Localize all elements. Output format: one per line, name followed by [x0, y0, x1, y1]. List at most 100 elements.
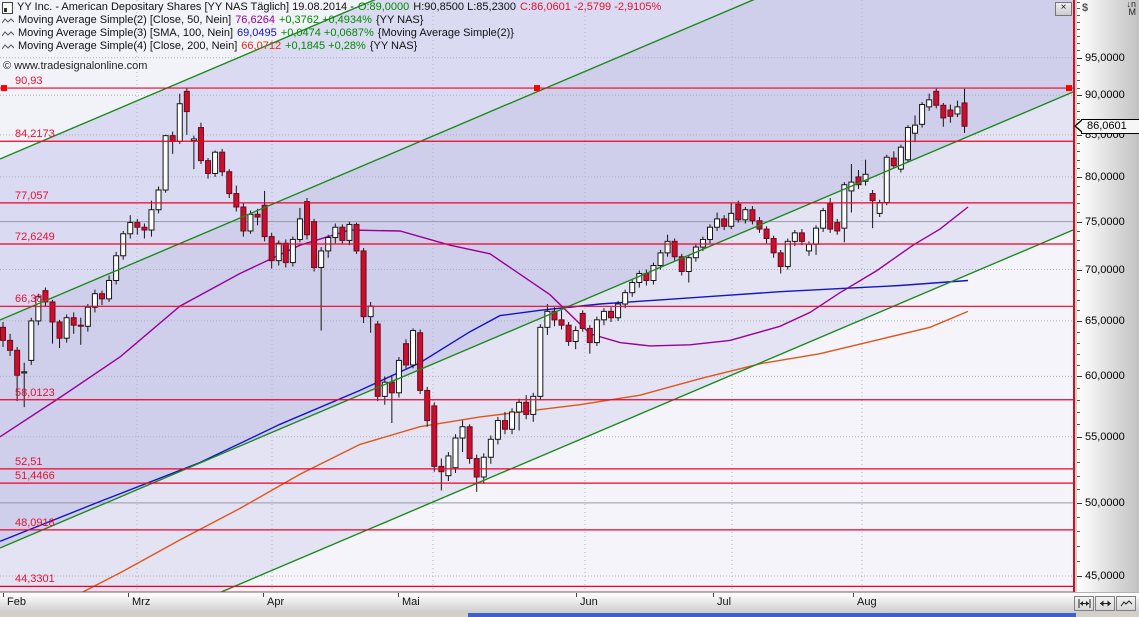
close-icon: × — [1060, 2, 1067, 13]
y-axis-minor-tick — [1077, 15, 1080, 17]
x-zoom-out-button[interactable] — [1095, 596, 1115, 611]
candle-up — [381, 381, 388, 397]
candle-down — [282, 242, 289, 264]
curve-tool-button[interactable] — [1116, 596, 1136, 611]
candle-up — [190, 138, 197, 142]
trend-channel-line[interactable] — [0, 0, 1073, 160]
candle-down — [56, 321, 63, 339]
candle-down — [240, 206, 247, 232]
ma100-line[interactable] — [0, 279, 969, 543]
price-axis[interactable]: $ 95,0000 90,0000 85,0000 80,0000 75,0000 70,… — [1077, 0, 1139, 593]
candle-down — [219, 151, 226, 173]
legend-label: Moving Average Simple(3) [SMA, 100, Nein… — [18, 27, 234, 39]
ohlc-high-low: H:90,8500 L:85,2300 — [413, 1, 517, 13]
level-label: 84,2173 — [15, 128, 55, 141]
y-axis-minor-tick — [1077, 203, 1080, 205]
level-handle[interactable] — [1, 85, 7, 92]
level-handle[interactable] — [1066, 85, 1072, 92]
trend-channel-line[interactable] — [0, 91, 1073, 549]
candle-up — [615, 303, 622, 319]
candle-up — [296, 218, 303, 240]
y-axis-tick — [1077, 502, 1082, 504]
candle-down — [183, 90, 190, 113]
y-axis-minor-tick — [1077, 151, 1080, 153]
candle-down — [261, 204, 268, 238]
y-axis-tick — [1077, 57, 1082, 59]
last-price-marker: 86,0601 — [1074, 119, 1139, 135]
y-axis-minor-tick — [1077, 87, 1080, 89]
candle-down — [402, 343, 409, 366]
candle-down — [304, 201, 311, 236]
candle-up — [28, 320, 35, 361]
candle-up — [919, 104, 926, 125]
arrow-bars-icon — [1078, 599, 1090, 608]
candle-up — [572, 330, 579, 342]
candle-up — [113, 255, 120, 281]
time-axis[interactable]: Feb Mrz Apr Mai Jun Jul Aug — [0, 592, 1139, 613]
legend-row[interactable]: Moving Average Simple(3) [SMA, 100, Nein… — [2, 27, 514, 40]
y-axis-minor-tick — [1077, 212, 1080, 214]
candle-down — [98, 293, 105, 300]
candle-down — [14, 349, 21, 376]
candle-down — [827, 202, 834, 230]
legend-scope: {YY NAS} — [369, 40, 418, 52]
candle-up — [509, 411, 516, 430]
y-axis-minor-tick — [1077, 118, 1080, 120]
candle-up — [699, 238, 706, 248]
candle-up — [926, 99, 933, 108]
candle-up — [685, 257, 692, 272]
candle-up — [629, 282, 636, 294]
y-axis-minor-tick — [1077, 310, 1080, 312]
axis-scale-icon[interactable]: ↓n M — [1122, 0, 1136, 17]
y-axis-minor-tick — [1077, 230, 1080, 232]
y-axis-minor-tick — [1077, 168, 1080, 170]
candle-up — [883, 156, 890, 203]
legend-change: +0,1845 +0,28% — [285, 40, 366, 52]
level-handle[interactable] — [534, 85, 540, 92]
y-axis-label: 70,0000 — [1085, 263, 1125, 276]
candle-up — [318, 250, 325, 269]
y-axis-minor-tick — [1077, 8, 1080, 10]
candle-up — [784, 240, 791, 268]
candle-up — [707, 226, 713, 240]
y-axis-tick — [1077, 95, 1082, 97]
level-label: 48,0918 — [15, 516, 55, 529]
legend-row[interactable]: Moving Average Simple(2) [Close, 50, Nei… — [2, 14, 514, 27]
candle-up — [445, 455, 452, 477]
candle-up — [452, 437, 459, 469]
month-label: Jul — [717, 596, 732, 608]
y-axis-minor-tick — [1077, 22, 1080, 24]
candle-down — [678, 256, 685, 272]
month-label: Feb — [7, 596, 26, 608]
legend-row[interactable]: Moving Average Simple(4) [Close, 200, Ne… — [2, 40, 514, 53]
legend-value: 76,6264 — [235, 14, 275, 26]
y-axis-minor-tick — [1077, 353, 1080, 355]
y-axis-minor-tick — [1077, 449, 1080, 451]
candle-up — [21, 371, 28, 374]
candle-up — [664, 240, 671, 254]
candle-down — [7, 339, 14, 351]
y-axis-minor-tick — [1077, 364, 1080, 366]
month-label: Mrz — [132, 596, 151, 608]
candle-down — [523, 401, 530, 415]
watermark: © www.tradesignalonline.com — [3, 60, 148, 72]
close-button[interactable]: × — [1055, 2, 1072, 16]
candle-down — [940, 104, 947, 119]
y-axis-minor-tick — [1077, 388, 1080, 390]
y-axis-minor-tick — [1077, 185, 1080, 187]
taskbar-strip — [468, 612, 1076, 617]
y-axis-minor-tick — [1077, 516, 1080, 518]
candle-down — [869, 193, 876, 202]
x-zoom-in-button[interactable] — [1074, 596, 1094, 611]
candle-up — [714, 218, 721, 228]
candle-up — [487, 438, 494, 458]
candle-up — [862, 173, 869, 182]
y-axis-tick — [1077, 436, 1082, 438]
y-axis-minor-tick — [1077, 50, 1080, 52]
y-axis-minor-tick — [1077, 489, 1080, 491]
ma200-line[interactable] — [65, 310, 969, 601]
candle-down — [933, 90, 940, 106]
candle-down — [311, 221, 318, 269]
scale-arrow-icon: ↓n — [1126, 0, 1136, 9]
